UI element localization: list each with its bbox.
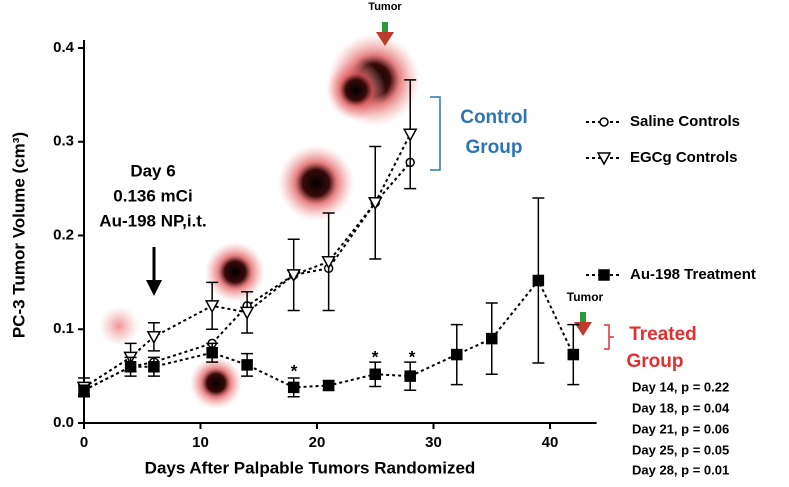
x-tick-label: 30: [425, 434, 442, 451]
data-point: [451, 348, 463, 361]
data-point: [204, 300, 220, 314]
x-tick-label: 0: [80, 434, 88, 451]
data-point: [404, 370, 416, 382]
arrows: [146, 22, 614, 350]
legend-label: EGCg Controls: [630, 149, 738, 166]
asterisk: *: [372, 347, 379, 366]
legend-label: Au-198 Treatment: [630, 266, 756, 283]
legend-marker: [598, 269, 610, 281]
annotation: Au-198 NP,i.t.: [99, 211, 206, 230]
y-tick-label: 0.2: [53, 226, 74, 243]
data-point: [241, 359, 253, 371]
x-tick-label: 20: [309, 434, 326, 451]
group-label: Treated: [629, 324, 697, 345]
group-label: Control: [460, 107, 528, 128]
data-point: [148, 361, 160, 373]
asterisk: *: [291, 361, 298, 380]
annotation: 0.136 mCi: [113, 186, 192, 205]
data-point: [78, 384, 90, 396]
x-axis-label: Days After Palpable Tumors Randomized: [145, 458, 476, 477]
p-value: Day 18, p = 0.04: [632, 400, 730, 415]
annotation: Tumor: [368, 1, 402, 13]
data-point: [239, 306, 255, 320]
data-point: [286, 269, 301, 283]
asterisk: *: [409, 347, 416, 366]
data-point: [486, 332, 498, 345]
y-tick-label: 0.0: [53, 414, 74, 431]
p-value: Day 25, p = 0.05: [632, 442, 729, 457]
y-tick-label: 0.1: [53, 320, 74, 337]
data-point: [146, 331, 162, 345]
annotation: Day 6: [130, 161, 175, 180]
data-point: [367, 196, 383, 211]
p-value: Day 14, p = 0.22: [632, 379, 729, 394]
data-point: [322, 379, 335, 392]
x-tick-label: 10: [192, 434, 209, 451]
data-point: [321, 256, 336, 270]
data-point: [287, 381, 300, 394]
data-point: [532, 274, 545, 287]
legend-label: Saline Controls: [630, 113, 740, 130]
group-label: Group: [466, 137, 523, 158]
annotation: Tumor: [567, 290, 604, 304]
p-value: Day 28, p = 0.01: [632, 462, 729, 477]
legend-marker: [599, 117, 609, 127]
tumor-images: [99, 34, 420, 409]
y-axis-label: PC-3 Tumor Volume (cm³): [9, 132, 28, 338]
y-tick-label: 0.4: [53, 39, 75, 56]
x-tick-label: 40: [542, 434, 559, 451]
p-value: Day 21, p = 0.06: [632, 421, 729, 436]
group-label: Group: [627, 351, 684, 372]
data-point: [369, 368, 381, 380]
data-point: [124, 361, 137, 373]
data-point: [402, 128, 418, 142]
data-point: [206, 346, 218, 359]
data-point: [567, 348, 580, 361]
y-tick-label: 0.3: [53, 133, 74, 150]
legend-marker: [596, 152, 612, 166]
